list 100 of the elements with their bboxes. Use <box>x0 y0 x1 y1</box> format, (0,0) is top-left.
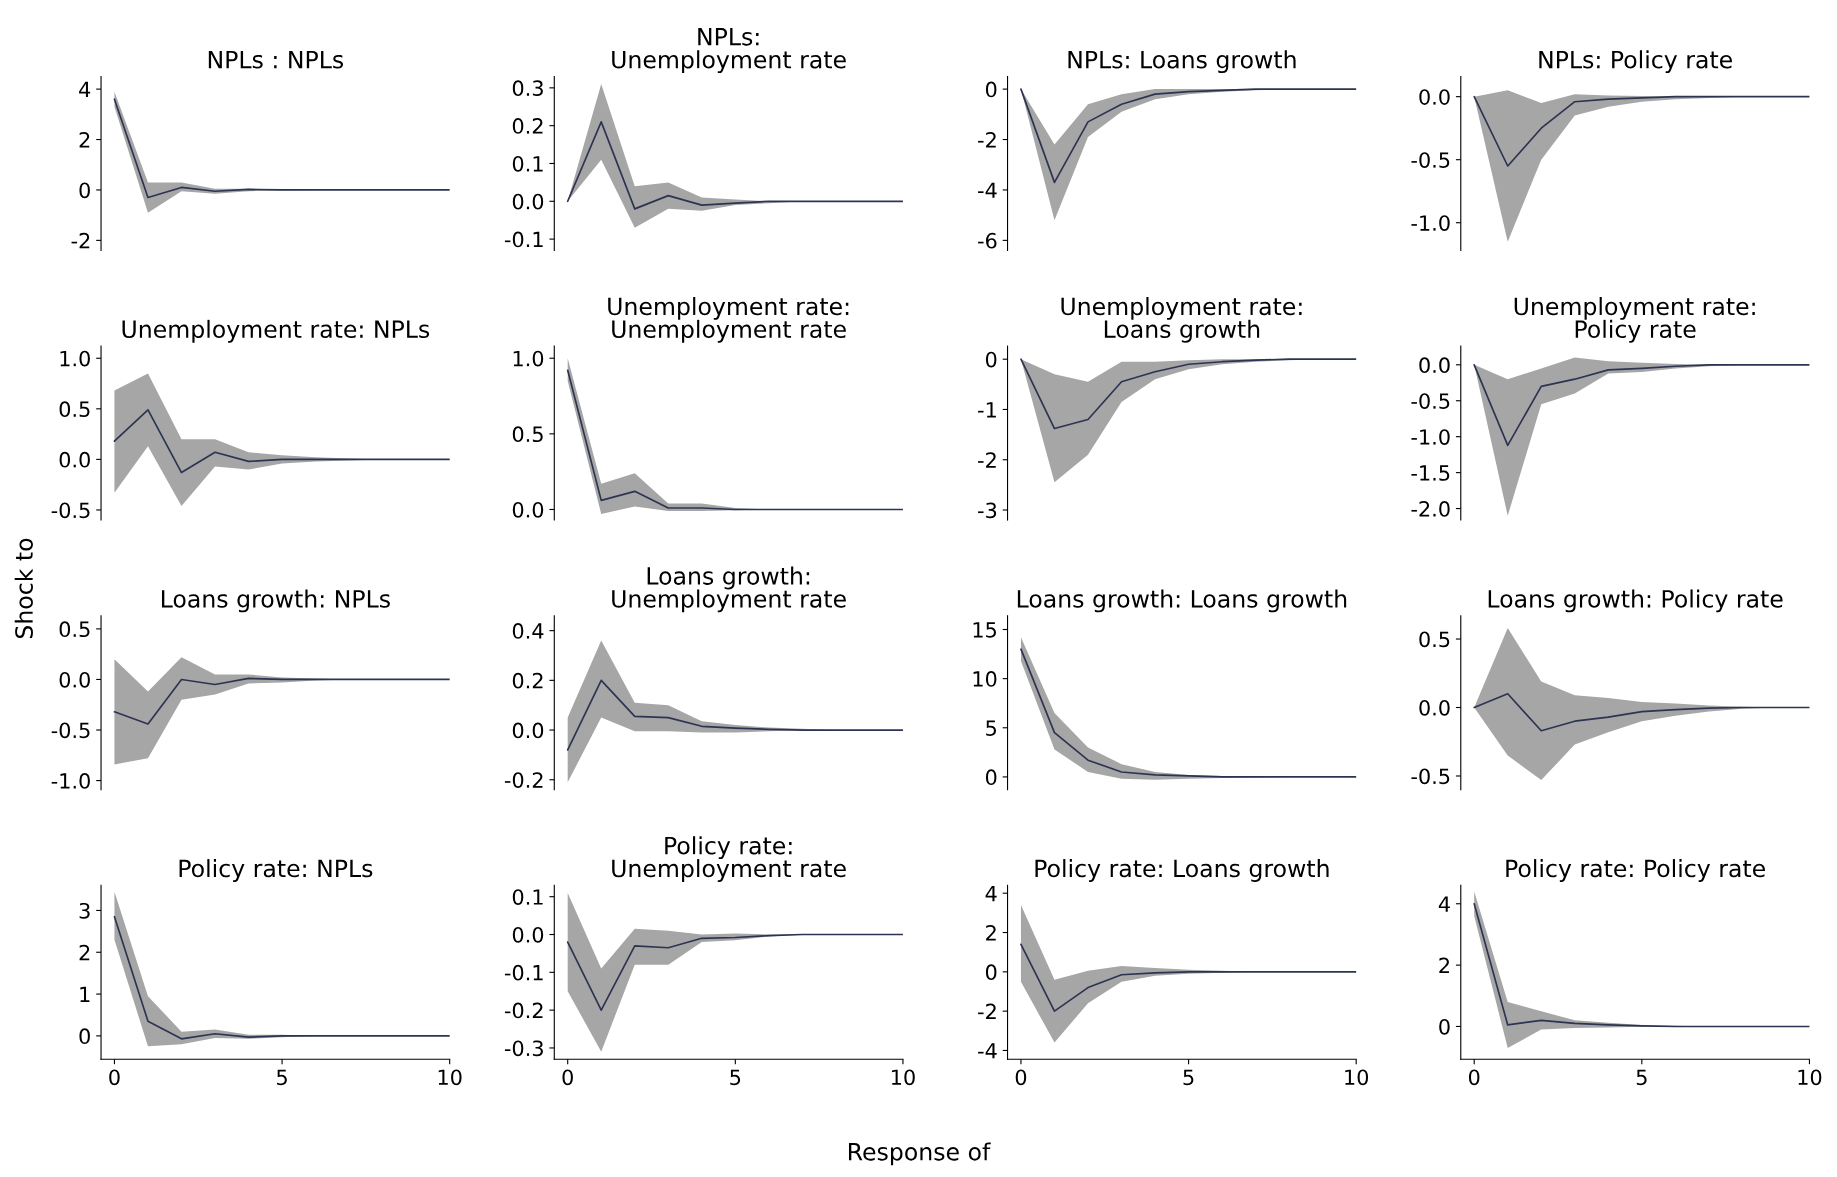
chart-title: NPLs: Policy rate <box>1539 50 1732 74</box>
chart-title: Policy rate: Policy rate <box>1506 859 1765 882</box>
y-tick-label: 0.0 <box>512 501 544 518</box>
y-tick-label: -4 <box>978 182 997 198</box>
y-tick-label: 4 <box>79 81 91 98</box>
y-tick-label: -0.5 <box>1411 768 1450 785</box>
x-axis-title: Response of <box>848 1142 991 1166</box>
line-series <box>1473 363 1810 447</box>
chart-title: Policy rate: NPLs <box>179 859 373 882</box>
y-tick-label: 0.2 <box>512 118 543 134</box>
y-tick-label: 15 <box>973 622 996 638</box>
y-tick-label: 1 <box>80 986 90 1002</box>
y-tick-label: 0.1 <box>512 155 543 172</box>
chart-title: NPLs: Unemployment rate <box>612 28 846 74</box>
line-series <box>1020 88 1357 184</box>
y-tick-label: 10 <box>973 671 997 687</box>
y-tick-label: 0.5 <box>512 426 543 443</box>
x-tick-label: 5 <box>1636 1069 1647 1086</box>
y-tick-label: 0.0 <box>59 451 90 468</box>
y-tick-label: 0.0 <box>512 193 544 210</box>
y-tick-label: 0.3 <box>512 80 543 97</box>
line-series <box>113 677 450 725</box>
y-tick-label: 2 <box>1439 957 1449 974</box>
chart-title: Unemployment rate: Policy rate <box>1514 297 1755 343</box>
y-tick-label: -0.1 <box>504 964 543 981</box>
y-tick-label: 0.0 <box>512 722 544 739</box>
y-tick-label: 1.0 <box>513 350 544 367</box>
y-tick-label: 3 <box>79 902 90 919</box>
y-tick-label: 0.0 <box>1419 699 1450 716</box>
chart-title: Loans growth: NPLs <box>161 589 390 613</box>
y-tick-label: -0.1 <box>504 231 543 248</box>
y-tick-label: 0.0 <box>512 926 544 943</box>
line-series <box>1473 95 1810 167</box>
y-tick-label: 0.5 <box>59 401 90 418</box>
y-tick-label: 0 <box>79 1028 90 1045</box>
y-tick-label: -2 <box>978 131 996 148</box>
x-tick-label: 10 <box>891 1069 915 1086</box>
y-tick-label: 0 <box>985 81 997 98</box>
y-tick-label: 2 <box>986 924 996 941</box>
chart-title: NPLs: Loans growth <box>1068 50 1296 74</box>
y-tick-label: 0.0 <box>1419 89 1450 105</box>
line-series <box>1020 943 1357 1012</box>
y-tick-label: 0.5 <box>59 621 90 638</box>
chart-title: Policy rate: Unemployment rate <box>612 836 846 882</box>
x-tick-label: 10 <box>1798 1069 1822 1086</box>
chart-title: Loans growth: Policy rate <box>1488 589 1783 613</box>
y-tick-label: 2 <box>79 944 90 961</box>
x-tick-label: 5 <box>277 1069 287 1086</box>
y-tick-label: -0.2 <box>504 772 543 788</box>
y-tick-label: 0.1 <box>512 889 543 905</box>
y-tick-label: -1.0 <box>1411 215 1450 231</box>
y-tick-label: -0.5 <box>51 502 90 519</box>
chart-title: Loans growth: Unemployment rate <box>612 566 846 613</box>
y-tick-label: 0 <box>985 964 997 981</box>
x-tick-label: 0 <box>109 1069 120 1086</box>
y-tick-label: 0.5 <box>1419 631 1450 648</box>
x-tick-label: 10 <box>438 1069 462 1086</box>
y-tick-label: 0.4 <box>512 623 544 639</box>
x-tick-label: 5 <box>730 1069 741 1086</box>
y-tick-label: -2 <box>978 1003 996 1020</box>
y-tick-label: -3 <box>978 502 997 519</box>
y-tick-label: -2.0 <box>1411 501 1450 517</box>
y-tick-label: -0.3 <box>504 1040 543 1057</box>
y-tick-label: 0.2 <box>512 672 543 689</box>
y-tick-label: 4 <box>985 885 997 902</box>
y-axis-title: Shock to <box>14 538 33 639</box>
y-tick-label: -2 <box>978 452 996 468</box>
y-tick-label: 2 <box>79 131 90 148</box>
x-tick-label: 0 <box>562 1069 573 1086</box>
y-tick-label: -6 <box>978 232 997 249</box>
y-tick-label: 0 <box>1439 1018 1450 1035</box>
y-tick-label: -1.0 <box>1411 429 1450 445</box>
y-tick-label: 1.0 <box>60 350 90 367</box>
line-series <box>566 121 903 210</box>
line-series <box>566 933 903 1011</box>
y-tick-label: -0.5 <box>1411 393 1450 409</box>
y-tick-label: -2 <box>71 232 90 249</box>
y-tick-label: -0.2 <box>504 1002 543 1019</box>
x-tick-label: 5 <box>1183 1069 1194 1086</box>
y-tick-label: -0.5 <box>1411 152 1450 168</box>
y-tick-label: -0.5 <box>51 722 90 739</box>
chart-title: Unemployment rate: Unemployment rate <box>608 297 849 343</box>
y-tick-label: 0.0 <box>59 671 90 688</box>
line-series <box>113 915 450 1040</box>
y-tick-label: 5 <box>986 720 996 736</box>
x-tick-label: 10 <box>1345 1069 1369 1086</box>
chart-title: Unemployment rate: NPLs <box>122 319 430 343</box>
chart-title: Loans growth: Loans growth <box>1017 589 1347 613</box>
y-tick-label: -1.0 <box>51 773 90 789</box>
line-series <box>113 98 450 199</box>
y-tick-label: -1.5 <box>1411 465 1450 481</box>
y-tick-label: -4 <box>978 1043 997 1059</box>
line-series <box>566 679 903 751</box>
x-tick-label: 0 <box>1015 1069 1027 1086</box>
y-tick-label: 0 <box>79 182 90 199</box>
line-series <box>113 408 450 474</box>
chart-title: Policy rate: Loans growth <box>1035 859 1329 882</box>
y-tick-label: 4 <box>1438 896 1450 912</box>
y-tick-label: 0.0 <box>1419 357 1450 374</box>
line-series <box>1473 902 1810 1028</box>
